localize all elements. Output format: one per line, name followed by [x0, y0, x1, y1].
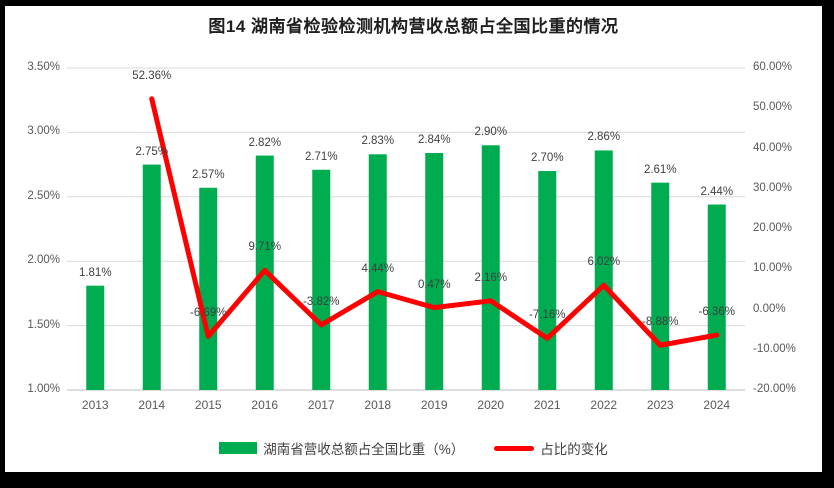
line-data-label: 6.02% — [587, 256, 621, 269]
bar-2021 — [538, 171, 557, 390]
left-axis-tick: 3.50% — [27, 61, 60, 73]
right-axis-tick: 10.00% — [753, 262, 793, 275]
bar-data-label: 1.81% — [78, 266, 112, 279]
x-axis-label: 2021 — [533, 398, 561, 412]
plot-area — [67, 67, 745, 391]
bar-data-label: 2.84% — [417, 134, 451, 146]
bar-data-label: 2.86% — [587, 131, 621, 144]
bar-data-label: 2.57% — [191, 168, 225, 181]
right-axis-tick: -20.00% — [753, 383, 796, 395]
legend-item-bar: 湖南省营收总额占全国比重（%） — [219, 438, 464, 458]
bar-2014 — [142, 164, 161, 390]
bar-2019 — [425, 153, 444, 390]
line-series-swatch-icon — [494, 445, 535, 451]
x-axis-label: 2023 — [646, 398, 674, 412]
right-axis-tick: 0.00% — [753, 302, 786, 315]
bar-data-label: 2.61% — [643, 163, 677, 176]
bar-2015 — [199, 187, 218, 390]
left-axis-tick: 3.00% — [27, 125, 60, 138]
legend: 湖南省营收总额占全国比重（%） 占比的变化 — [5, 438, 822, 458]
bar-data-label: 2.70% — [530, 152, 564, 165]
line-data-label: 4.44% — [361, 262, 395, 275]
right-axis-tick: 50.00% — [753, 101, 793, 114]
left-axis-tick: 2.50% — [27, 189, 60, 202]
line-data-label: -3.82% — [303, 295, 340, 308]
left-axis-tick: 1.50% — [27, 318, 60, 331]
x-axis-label: 2018 — [364, 398, 392, 412]
right-axis-tick: -10.00% — [753, 342, 796, 355]
chart-canvas: 图14 湖南省检验检测机构营收总额占全国比重的情况 3.50% 3.00% 2.50… — [5, 6, 822, 472]
chart-title: 图14 湖南省检验检测机构营收总额占全国比重的情况 — [208, 17, 619, 36]
line-data-label: 52.36% — [132, 69, 172, 82]
x-axis-label: 2014 — [138, 398, 166, 412]
x-axis-label: 2022 — [590, 398, 618, 412]
bar-data-label: 2.83% — [361, 135, 395, 148]
x-axis-label: 2020 — [477, 398, 505, 412]
legend-item-line: 占比的变化 — [494, 438, 608, 458]
bar-2020 — [481, 145, 500, 390]
legend-line-label: 占比的变化 — [540, 442, 608, 457]
right-axis-tick: 40.00% — [753, 141, 793, 154]
bar-2022 — [594, 150, 613, 390]
bar-data-label: 2.90% — [474, 126, 508, 139]
line-data-label: -6.36% — [698, 306, 735, 319]
x-axis-label: 2013 — [81, 398, 109, 412]
bar-series-swatch-icon — [219, 442, 258, 454]
change-line — [149, 96, 720, 348]
right-axis-tick: 20.00% — [753, 222, 793, 234]
x-axis-label: 2024 — [703, 398, 731, 412]
bar-2024 — [707, 204, 726, 390]
line-data-label: -6.69% — [190, 307, 227, 320]
bar-2023 — [651, 182, 670, 390]
x-axis-label: 2017 — [307, 398, 335, 412]
line-data-label: 9.71% — [248, 241, 282, 254]
bar-2013 — [86, 285, 105, 390]
bar-data-label: 2.75% — [135, 145, 169, 158]
line-data-label: 0.47% — [417, 278, 451, 291]
line-data-label: -7.16% — [529, 309, 566, 322]
bar-data-label: 2.71% — [304, 150, 338, 163]
right-axis-tick: 60.00% — [753, 61, 793, 73]
x-axis-label: 2016 — [251, 398, 279, 412]
line-data-label: 2.16% — [474, 271, 508, 284]
bar-2017 — [312, 169, 331, 390]
x-axis-label: 2015 — [194, 398, 222, 412]
left-axis-tick: 2.00% — [27, 254, 60, 267]
bar-data-label: 2.44% — [700, 185, 734, 198]
right-axis-tick: 30.00% — [753, 181, 793, 194]
bar-data-label: 2.82% — [248, 136, 282, 149]
left-axis-tick: 1.00% — [27, 383, 60, 395]
legend-bar-label: 湖南省营收总额占全国比重（%） — [263, 442, 465, 457]
bar-2018 — [368, 154, 387, 390]
x-axis-label: 2019 — [420, 398, 448, 412]
line-data-label: -8.88% — [642, 316, 679, 329]
